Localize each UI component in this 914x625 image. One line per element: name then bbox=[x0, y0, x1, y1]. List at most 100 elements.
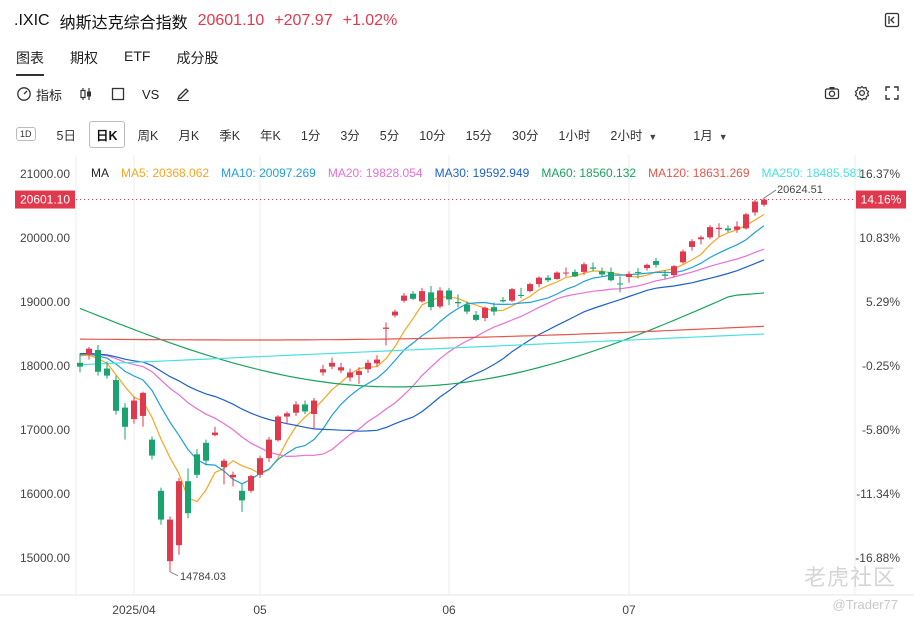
gauge-icon bbox=[17, 87, 31, 101]
candlestick-icon bbox=[80, 88, 92, 100]
current-price-tag bbox=[15, 190, 75, 209]
period-1min[interactable]: 1分 bbox=[300, 128, 321, 143]
chevron-down-icon: ▼ bbox=[718, 131, 728, 142]
tab-etf[interactable]: ETF bbox=[124, 48, 151, 64]
period-15min[interactable]: 15分 bbox=[465, 128, 493, 143]
candle-body bbox=[509, 289, 515, 301]
legend-ma20: MA20: 19828.054 bbox=[327, 166, 423, 180]
collapse-panel-icon[interactable] bbox=[884, 12, 900, 28]
tab-options[interactable]: 期权 bbox=[70, 50, 98, 66]
legend-ma30: MA30: 19592.949 bbox=[434, 166, 530, 180]
period-1d-toggle[interactable]: 1D bbox=[16, 127, 36, 141]
period-selector: 1D 5日 日K 周K 月K 季K 年K 1分 3分 5分 10分 15分 30… bbox=[16, 120, 741, 148]
period-1hour[interactable]: 1小时 bbox=[558, 128, 591, 143]
candle-body bbox=[716, 227, 722, 230]
candle-body bbox=[302, 404, 308, 412]
candle-body bbox=[608, 271, 614, 281]
y-tick-label: 21000.00 bbox=[20, 167, 70, 181]
candle-body bbox=[257, 458, 263, 475]
candle-body bbox=[428, 292, 434, 308]
candle-body bbox=[248, 476, 254, 491]
ma10-line bbox=[79, 225, 765, 485]
candle-body bbox=[311, 400, 317, 414]
period-2hour-dropdown[interactable]: 2小时 ▼ bbox=[603, 121, 664, 148]
candle-body bbox=[113, 380, 119, 411]
candle-body bbox=[626, 273, 632, 278]
x-tick-label: 05 bbox=[253, 603, 267, 617]
candle-type-button[interactable] bbox=[78, 86, 94, 102]
candle-body bbox=[563, 272, 569, 274]
candle-body bbox=[437, 290, 443, 307]
period-3min[interactable]: 3分 bbox=[340, 128, 360, 143]
watermark-user: @Trader77 bbox=[832, 597, 898, 612]
ma60-line bbox=[79, 292, 765, 388]
high-label: 20624.51 bbox=[777, 184, 823, 196]
indicators-button[interactable]: 指标 bbox=[16, 85, 62, 104]
candle-body bbox=[149, 439, 155, 456]
candle-body bbox=[545, 277, 551, 281]
candle-body bbox=[167, 519, 173, 562]
compare-button[interactable]: VS bbox=[142, 87, 159, 102]
candle-body bbox=[221, 460, 227, 468]
candle-body bbox=[671, 266, 677, 276]
candle-body bbox=[581, 264, 587, 272]
tab-chart[interactable]: 图表 bbox=[16, 48, 44, 76]
period-weekly[interactable]: 周K bbox=[137, 128, 159, 143]
candle-body bbox=[653, 261, 659, 265]
period-quarterly[interactable]: 季K bbox=[219, 128, 241, 143]
period-daily[interactable]: 日K bbox=[88, 120, 125, 148]
change: +207.97 bbox=[274, 12, 333, 29]
period-monthly[interactable]: 月K bbox=[178, 128, 200, 143]
candle-body bbox=[536, 277, 542, 285]
draw-button[interactable] bbox=[175, 86, 191, 102]
period-30min[interactable]: 30分 bbox=[512, 128, 539, 143]
camera-icon[interactable] bbox=[824, 85, 840, 101]
legend-ma120: MA120: 18631.269 bbox=[648, 166, 750, 180]
candle-body bbox=[599, 271, 605, 275]
candle-body bbox=[392, 311, 398, 316]
candle-body bbox=[590, 267, 596, 269]
candle-body bbox=[464, 304, 470, 312]
period-10min[interactable]: 10分 bbox=[419, 128, 446, 143]
chart-box-button[interactable] bbox=[110, 86, 126, 102]
candle-body bbox=[185, 481, 191, 514]
candle-body bbox=[203, 442, 209, 461]
current-pct-label: 14.16% bbox=[861, 193, 902, 207]
current-price-label: 20601.10 bbox=[20, 193, 70, 207]
tab-constituents[interactable]: 成分股 bbox=[176, 50, 219, 66]
candlestick-chart[interactable]: 21000.00 16.37% 20000.00 10.83% 19000.00 5.29… bbox=[0, 155, 914, 625]
chart-toolbar: 指标 VS bbox=[16, 84, 191, 104]
period-5d[interactable]: 5日 bbox=[56, 128, 76, 143]
candle-body bbox=[734, 226, 740, 230]
candle-body bbox=[401, 295, 407, 301]
ma250-line bbox=[79, 333, 765, 366]
candle-body bbox=[743, 214, 749, 229]
period-yearly[interactable]: 年K bbox=[260, 128, 281, 143]
pct-tick-label: -0.25% bbox=[862, 359, 900, 373]
y-tick-label: 15000.00 bbox=[20, 551, 70, 565]
title-bar: .IXIC 纳斯达克综合指数 20601.10 +207.97 +1.02% bbox=[14, 9, 397, 33]
candle-body bbox=[347, 372, 353, 378]
candle-body bbox=[176, 481, 182, 546]
range-dropdown[interactable]: 1月 ▼ bbox=[686, 121, 734, 148]
ma-legend: MA MA5: 20368.062 MA10: 20097.269 MA20: 198… bbox=[91, 166, 863, 180]
candle-body bbox=[554, 272, 560, 279]
candle-body bbox=[194, 454, 200, 475]
ma120-line bbox=[79, 325, 765, 341]
watermark-brand: 老虎社区 bbox=[803, 565, 896, 590]
index-name: 纳斯达克综合指数 bbox=[59, 15, 188, 32]
ma5-line bbox=[79, 213, 765, 503]
candle-body bbox=[500, 300, 506, 302]
period-5min[interactable]: 5分 bbox=[379, 128, 400, 143]
settings-icon[interactable] bbox=[854, 85, 870, 101]
low-label-pointer bbox=[169, 571, 179, 577]
pct-tick-label: -16.88% bbox=[855, 551, 900, 565]
change-pct: +1.02% bbox=[342, 12, 398, 29]
candle-body bbox=[518, 294, 524, 296]
symbol: .IXIC bbox=[14, 12, 50, 29]
candle-body bbox=[752, 201, 758, 213]
price: 20601.10 bbox=[197, 12, 265, 29]
candle-body bbox=[86, 348, 92, 355]
fullscreen-icon[interactable] bbox=[884, 85, 900, 101]
y-tick-label: 20000.00 bbox=[20, 231, 70, 245]
